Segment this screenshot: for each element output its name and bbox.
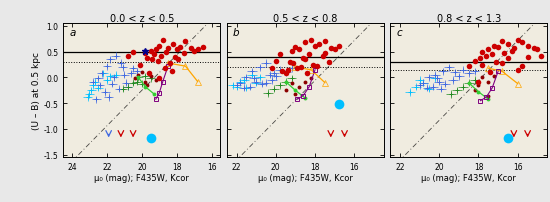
X-axis label: μ₀ (mag); F435W, Kcor: μ₀ (mag); F435W, Kcor bbox=[95, 173, 189, 182]
Text: c: c bbox=[397, 28, 402, 38]
Title: 0.0 < z < 0.5: 0.0 < z < 0.5 bbox=[109, 14, 174, 23]
Title: 0.5 < z < 0.8: 0.5 < z < 0.8 bbox=[273, 14, 338, 23]
Text: b: b bbox=[233, 28, 240, 38]
Y-axis label: (U – B) at 0.5 kpc: (U – B) at 0.5 kpc bbox=[32, 52, 41, 130]
Text: a: a bbox=[69, 28, 76, 38]
X-axis label: μ₀ (mag); F435W, Kcor: μ₀ (mag); F435W, Kcor bbox=[421, 173, 516, 182]
X-axis label: μ₀ (mag); F435W, Kcor: μ₀ (mag); F435W, Kcor bbox=[258, 173, 353, 182]
Title: 0.8 < z < 1.3: 0.8 < z < 1.3 bbox=[437, 14, 501, 23]
